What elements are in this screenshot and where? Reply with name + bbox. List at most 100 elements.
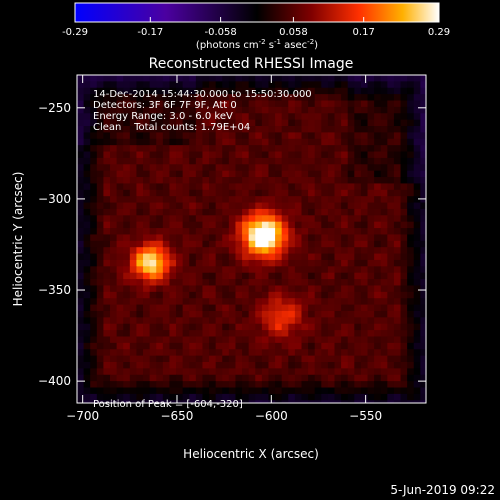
heatmap-cell xyxy=(90,342,98,350)
heatmap-cell xyxy=(367,285,375,293)
heatmap-cell xyxy=(341,368,349,376)
heatmap-cell xyxy=(182,87,190,95)
heatmap-cell xyxy=(90,164,98,172)
heatmap-cell xyxy=(334,362,342,369)
heatmap-cell xyxy=(393,202,401,210)
heatmap-cell xyxy=(294,266,302,274)
heatmap-cell xyxy=(374,285,382,293)
heatmap-cell xyxy=(143,330,151,337)
heatmap-cell xyxy=(195,266,203,274)
heatmap-cell xyxy=(301,342,309,350)
heatmap-cell xyxy=(255,336,263,344)
heatmap-cell xyxy=(242,221,250,229)
heatmap-cell xyxy=(360,393,368,401)
heatmap-cell xyxy=(301,119,309,127)
heatmap-cell xyxy=(281,157,289,165)
heatmap-cell xyxy=(367,259,375,267)
heatmap-cell xyxy=(261,285,269,293)
heatmap-cell xyxy=(281,310,289,318)
heatmap-cell xyxy=(334,304,342,312)
heatmap-cell xyxy=(261,259,269,267)
heatmap-cell xyxy=(314,221,322,229)
heatmap-cell xyxy=(334,336,342,344)
heatmap-cell xyxy=(334,298,342,305)
heatmap-cell xyxy=(321,285,329,293)
heatmap-cell xyxy=(400,387,408,395)
heatmap-cell xyxy=(96,247,104,254)
heatmap-cell xyxy=(334,87,342,95)
heatmap-cell xyxy=(341,362,349,369)
heatmap-cell xyxy=(400,113,408,121)
heatmap-cell xyxy=(288,272,296,280)
heatmap-cell xyxy=(195,355,203,363)
heatmap-cell xyxy=(176,317,184,325)
heatmap-cell xyxy=(255,253,263,261)
heatmap-cell xyxy=(354,126,362,133)
heatmap-cell xyxy=(149,202,157,210)
heatmap-cell xyxy=(294,304,302,312)
heatmap-cell xyxy=(288,164,296,172)
heatmap-cell xyxy=(420,189,426,197)
heatmap-cell xyxy=(90,87,98,95)
heatmap-cell xyxy=(129,132,137,140)
heatmap-cell xyxy=(393,253,401,261)
heatmap-cell xyxy=(90,400,98,403)
heatmap-cell xyxy=(308,279,316,286)
heatmap-cell xyxy=(90,202,98,210)
heatmap-cell xyxy=(367,132,375,140)
heatmap-cell xyxy=(255,215,263,223)
heatmap-cell xyxy=(103,374,111,382)
heatmap-cell xyxy=(261,279,269,286)
heatmap-cell xyxy=(420,177,426,184)
heatmap-cell xyxy=(321,157,329,165)
heatmap-cell xyxy=(327,400,335,403)
heatmap-cell xyxy=(77,368,85,376)
heatmap-cell xyxy=(420,323,426,331)
heatmap-cell xyxy=(156,400,164,403)
heatmap-cell xyxy=(195,304,203,312)
heatmap-cell xyxy=(215,215,223,223)
heatmap-cell xyxy=(294,368,302,376)
heatmap-cell xyxy=(228,291,236,299)
heatmap-cell xyxy=(248,119,256,127)
heatmap-cell xyxy=(327,202,335,210)
heatmap-cell xyxy=(110,381,118,388)
heatmap-cell xyxy=(169,151,177,159)
heatmap-cell xyxy=(162,138,170,146)
heatmap-cell xyxy=(248,362,256,369)
heatmap-cell xyxy=(209,157,217,165)
heatmap-cell xyxy=(341,279,349,286)
heatmap-cell xyxy=(294,202,302,210)
heatmap-cell xyxy=(83,259,91,267)
heatmap-cell xyxy=(116,393,124,401)
heatmap-cell xyxy=(83,253,91,261)
heatmap-cell xyxy=(308,342,316,350)
heatmap-cell xyxy=(156,266,164,274)
heatmap-cell xyxy=(215,387,223,395)
heatmap-cell xyxy=(156,304,164,312)
heatmap-cell xyxy=(294,87,302,95)
heatmap-cell xyxy=(314,330,322,337)
heatmap-cell xyxy=(149,183,157,191)
heatmap-cell xyxy=(308,215,316,223)
heatmap-cell xyxy=(301,151,309,159)
heatmap-cell xyxy=(215,310,223,318)
heatmap-cell xyxy=(149,374,157,382)
heatmap-cell xyxy=(169,177,177,184)
heatmap-cell xyxy=(327,304,335,312)
heatmap-cell xyxy=(77,170,85,178)
heatmap-cell xyxy=(380,259,388,267)
heatmap-cell xyxy=(195,374,203,382)
heatmap-cell xyxy=(149,234,157,242)
heatmap-cell xyxy=(162,119,170,127)
heatmap-cell xyxy=(407,400,415,403)
heatmap-cell xyxy=(354,189,362,197)
heatmap-cell xyxy=(182,330,190,337)
heatmap-cell xyxy=(189,87,197,95)
heatmap-cell xyxy=(347,323,355,331)
heatmap-cell xyxy=(367,368,375,376)
heatmap-cell xyxy=(367,247,375,254)
heatmap-cell xyxy=(374,253,382,261)
heatmap-cell xyxy=(77,298,85,305)
heatmap-cell xyxy=(110,349,118,357)
